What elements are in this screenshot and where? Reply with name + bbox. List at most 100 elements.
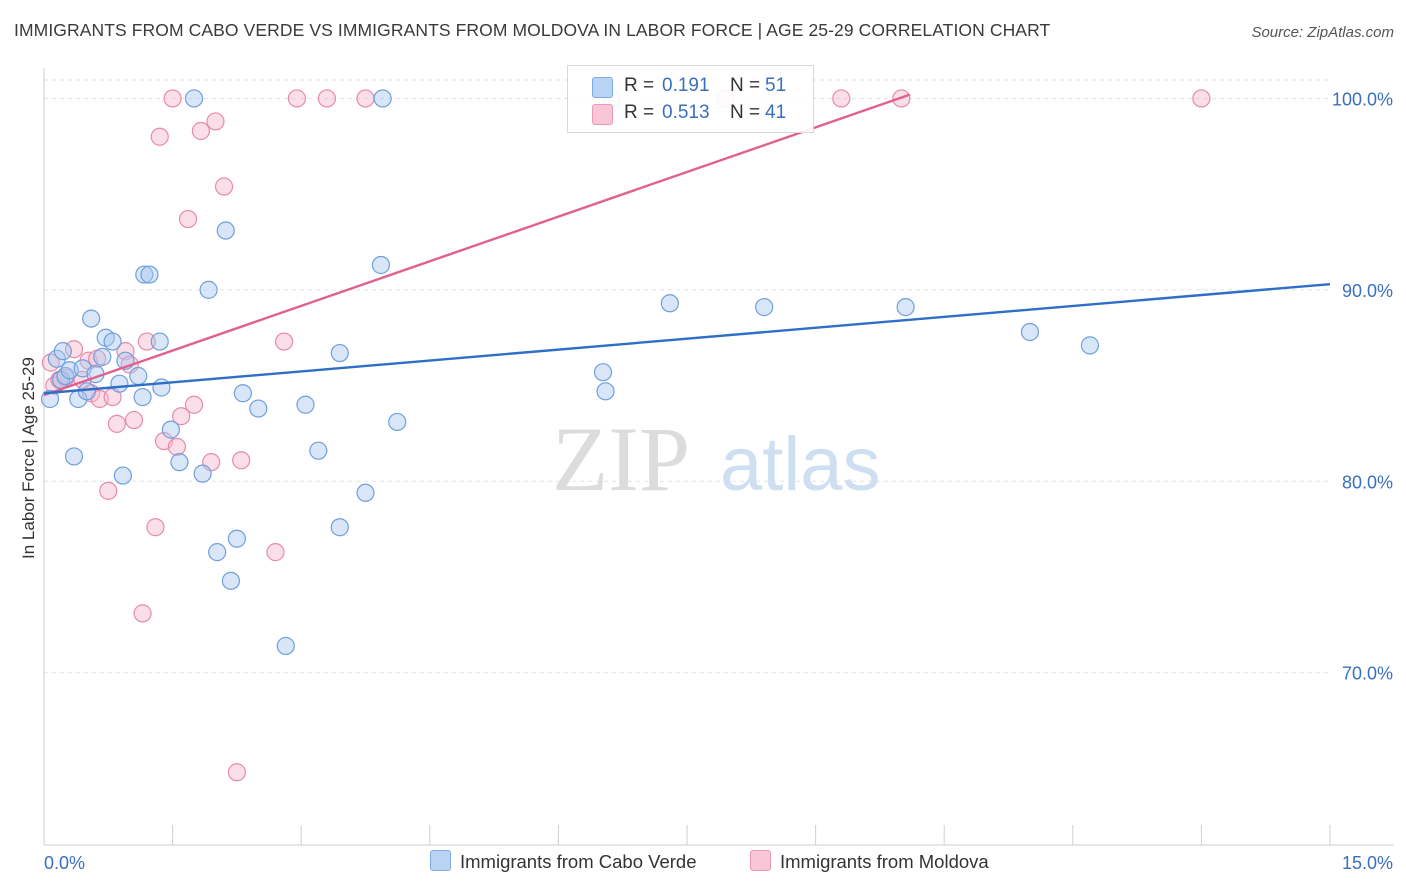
x-tick-label: 0.0% — [44, 853, 85, 873]
series-cabo-verde-points — [40, 89, 1100, 656]
point-cabo-verde — [82, 309, 101, 328]
point-moldova — [191, 121, 210, 141]
point-cabo-verde — [388, 412, 407, 432]
point-moldova — [832, 89, 851, 108]
tick-labels: 70.0% 80.0% 90.0% 100.0% 0.0% 15.0% — [44, 89, 1393, 873]
point-cabo-verde — [140, 265, 159, 284]
point-cabo-verde — [221, 571, 240, 590]
point-moldova — [99, 481, 118, 500]
legend-r-value: 0.513 — [662, 102, 710, 123]
point-moldova — [227, 763, 246, 782]
point-cabo-verde — [755, 298, 774, 317]
y-axis-label: In Labor Force | Age 25-29 — [19, 357, 38, 559]
point-moldova — [146, 518, 165, 537]
point-moldova — [172, 407, 191, 426]
point-cabo-verde — [373, 89, 392, 108]
chart-title: IMMIGRANTS FROM CABO VERDE VS IMMIGRANTS… — [14, 20, 1051, 40]
x-tick-label: 15.0% — [1342, 853, 1393, 873]
point-cabo-verde — [129, 366, 148, 386]
legend-swatch-cabo-verde — [592, 77, 613, 98]
stats-legend: R = 0.191 N = 51 R = 0.513 N = 41 — [567, 65, 814, 133]
point-moldova — [206, 112, 225, 131]
point-moldova — [64, 340, 84, 359]
legend-swatch-moldova — [592, 104, 613, 125]
legend-n-value: 41 — [765, 102, 787, 123]
point-cabo-verde — [249, 399, 268, 418]
trend-lines — [43, 93, 1331, 397]
point-moldova — [232, 451, 251, 470]
watermark-atlas: atlas — [720, 422, 881, 507]
point-cabo-verde — [133, 387, 152, 407]
point-moldova — [133, 604, 152, 623]
point-moldova — [356, 89, 375, 108]
point-moldova — [287, 89, 307, 108]
point-moldova — [150, 127, 169, 146]
point-moldova — [178, 209, 198, 229]
point-cabo-verde — [93, 347, 112, 366]
point-cabo-verde — [296, 395, 315, 414]
point-moldova — [137, 332, 156, 351]
point-moldova — [116, 342, 135, 361]
legend-r-label: R = — [624, 102, 655, 123]
bottom-legend-label-moldova: Immigrants from Moldova — [780, 851, 989, 872]
point-cabo-verde — [113, 466, 132, 485]
point-moldova — [163, 89, 182, 108]
point-cabo-verde — [150, 332, 169, 351]
bottom-legend-moldova: Immigrants from Moldova — [750, 850, 989, 873]
y-tick-label: 80.0% — [1342, 472, 1393, 492]
point-cabo-verde — [356, 483, 375, 502]
point-cabo-verde — [593, 363, 613, 382]
point-cabo-verde — [227, 529, 246, 548]
point-moldova — [214, 177, 234, 196]
point-cabo-verde — [53, 342, 72, 361]
bottom-legend-label-cabo-verde: Immigrants from Cabo Verde — [460, 851, 697, 872]
bottom-legend-cabo-verde: Immigrants from Cabo Verde — [430, 850, 696, 873]
point-cabo-verde — [170, 453, 189, 472]
point-cabo-verde — [1020, 322, 1040, 342]
point-cabo-verde — [193, 464, 212, 483]
point-cabo-verde — [184, 89, 204, 108]
point-cabo-verde — [216, 221, 235, 240]
bottom-legend-swatch-cabo-verde — [430, 850, 451, 871]
point-cabo-verde — [596, 382, 615, 401]
trend-line-cabo-verde — [43, 282, 1331, 395]
point-cabo-verde — [233, 384, 253, 403]
point-moldova — [107, 414, 126, 433]
watermark-zip: ZIP — [552, 408, 690, 510]
y-tick-label: 90.0% — [1342, 281, 1393, 301]
point-moldova — [266, 543, 285, 562]
point-cabo-verde — [135, 265, 154, 284]
legend-r-label: R = — [624, 75, 655, 96]
point-cabo-verde — [103, 332, 122, 351]
point-moldova — [184, 395, 204, 414]
trend-line-moldova — [43, 93, 911, 397]
point-cabo-verde — [208, 543, 227, 562]
point-moldova — [167, 437, 186, 456]
point-cabo-verde — [896, 298, 915, 317]
point-cabo-verde — [276, 636, 295, 656]
legend-n-value: 51 — [765, 75, 787, 96]
y-tick-label: 100.0% — [1332, 89, 1393, 109]
legend-r-value: 0.191 — [662, 75, 710, 96]
point-cabo-verde — [309, 441, 328, 460]
point-moldova — [1192, 89, 1211, 108]
point-cabo-verde — [371, 255, 391, 275]
point-cabo-verde — [64, 447, 84, 466]
point-cabo-verde — [77, 382, 96, 401]
point-moldova — [124, 410, 144, 430]
y-tick-label: 70.0% — [1342, 664, 1393, 684]
point-moldova — [274, 332, 294, 351]
source-label: Source: ZipAtlas.com — [1251, 24, 1394, 41]
point-moldova — [317, 89, 337, 108]
axes — [43, 68, 1394, 846]
point-cabo-verde — [1080, 336, 1100, 355]
legend-n-label: N = — [730, 75, 761, 96]
point-cabo-verde — [660, 294, 679, 313]
point-cabo-verde — [199, 280, 218, 299]
point-cabo-verde — [110, 374, 129, 393]
point-cabo-verde — [330, 343, 349, 363]
point-cabo-verde — [161, 420, 180, 439]
point-cabo-verde — [152, 378, 171, 397]
point-cabo-verde — [330, 518, 349, 537]
